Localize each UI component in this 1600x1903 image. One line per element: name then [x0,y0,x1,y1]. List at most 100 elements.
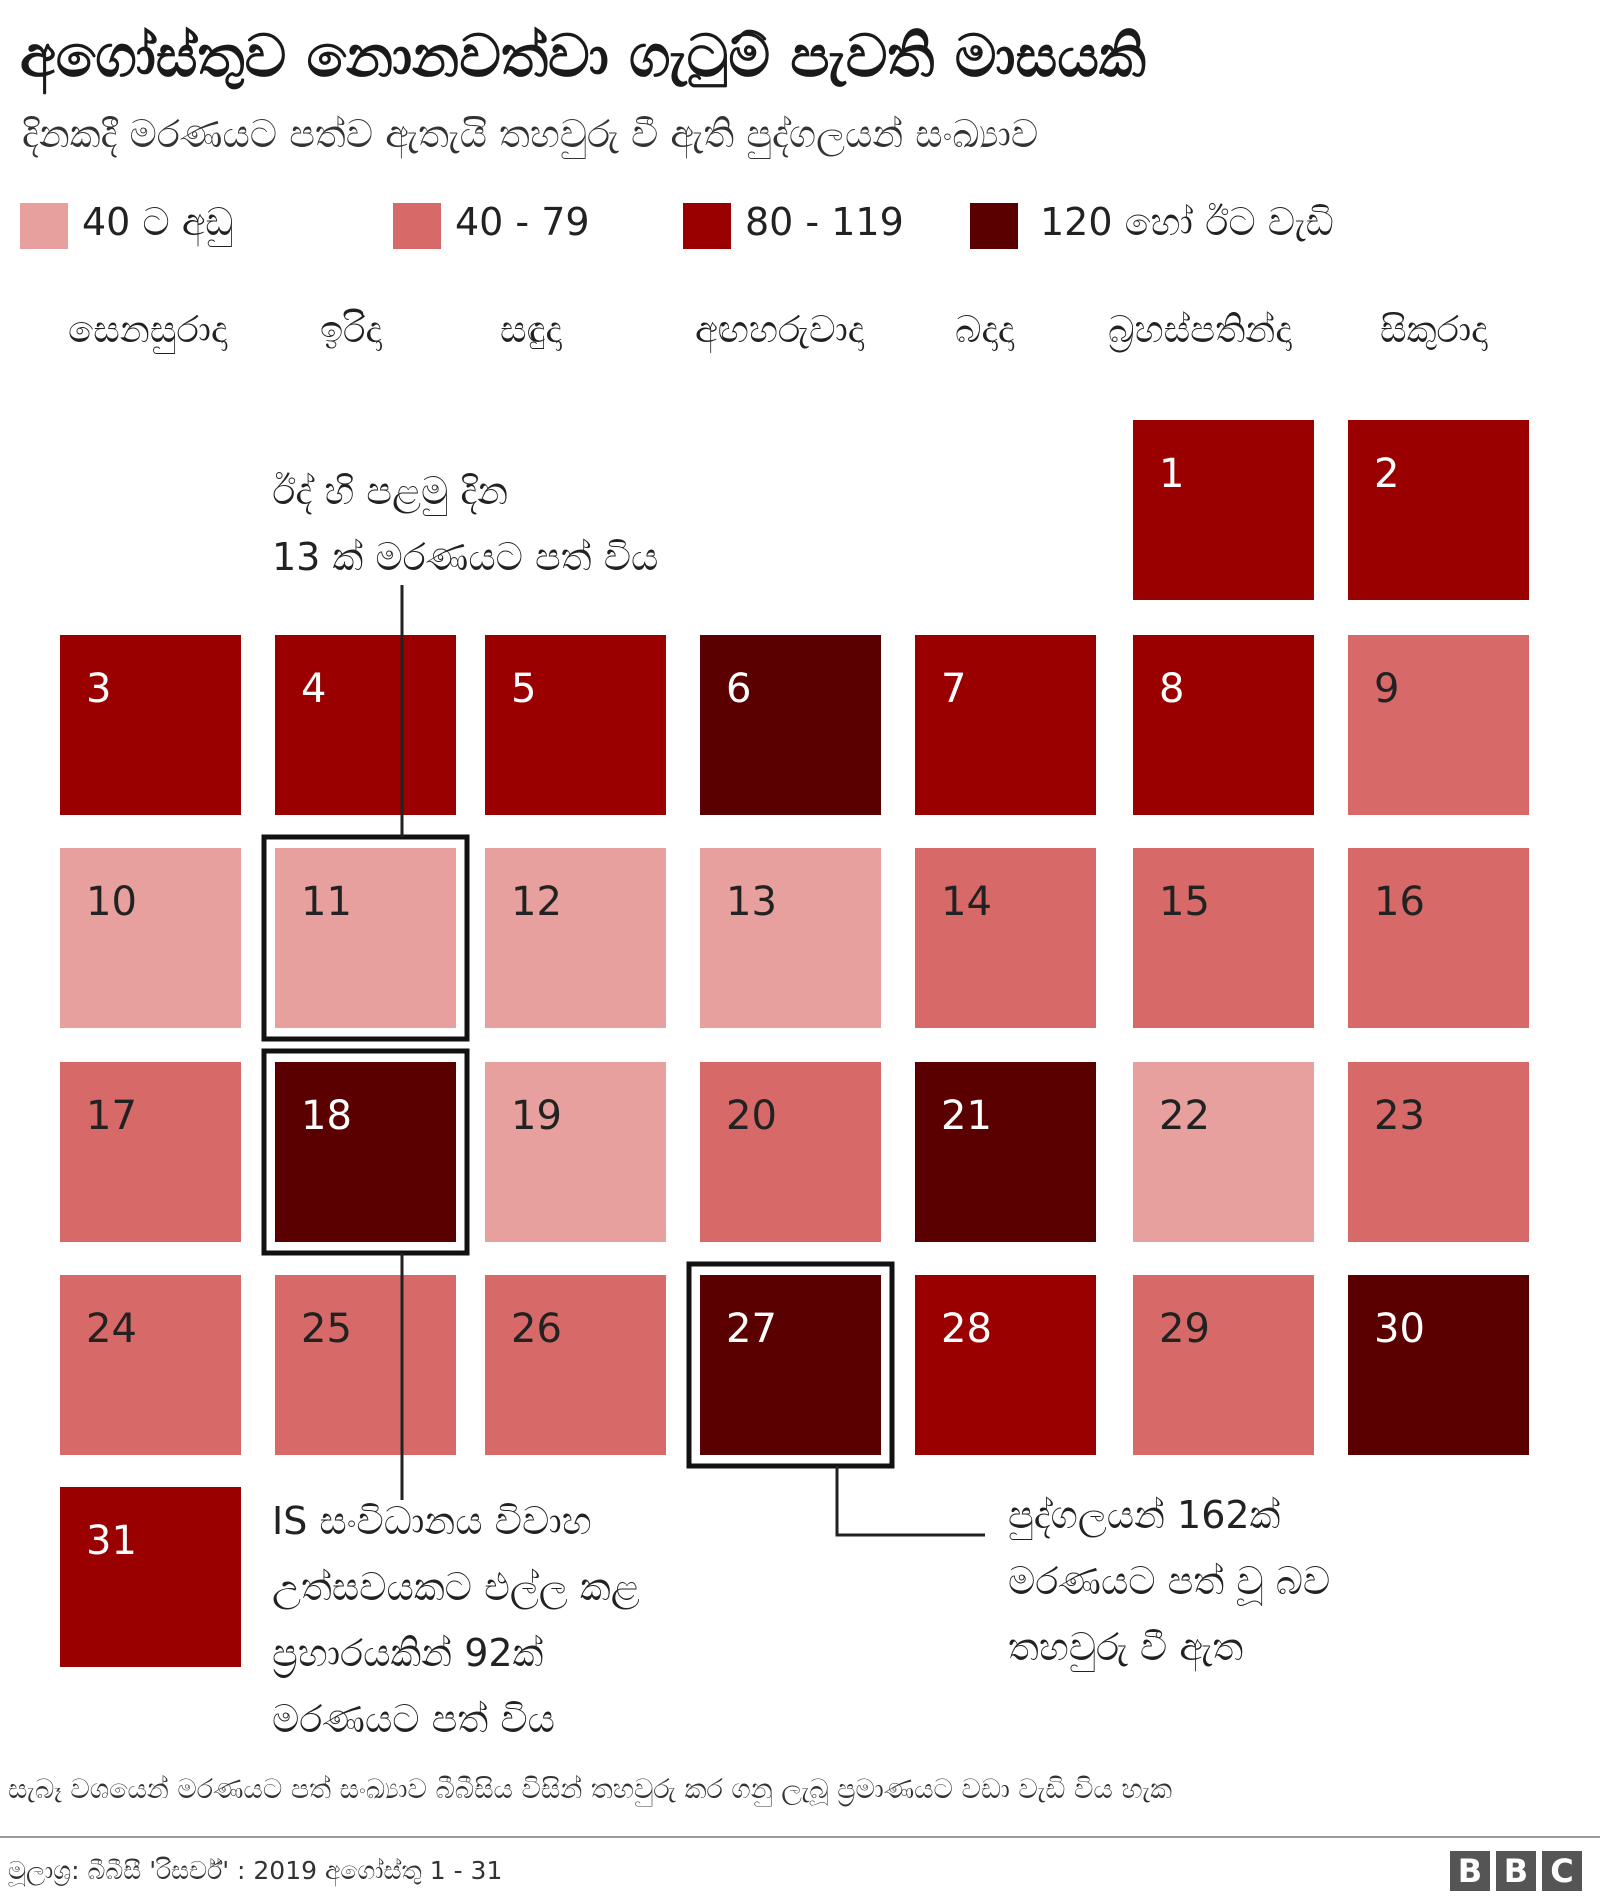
day-label-1: 1 [1159,451,1184,497]
day-cell-26 [485,1275,666,1455]
day-label-15: 15 [1159,879,1210,925]
day-cell-15 [1133,848,1314,1028]
highlight-inner-day-27 [694,1269,887,1461]
day-cell-24 [60,1275,241,1455]
day-cell-23 [1348,1062,1529,1242]
annotation-day-18-line-3: ප්‍රහාරයකින් 92ක් [272,1631,544,1675]
day-label-6: 6 [726,666,751,712]
day-cell-10 [60,848,241,1028]
day-cell-30 [1348,1275,1529,1455]
day-cell-5 [485,635,666,815]
day-label-5: 5 [511,666,536,712]
day-label-28: 28 [941,1306,992,1352]
day-cell-27 [700,1275,881,1455]
day-cell-9 [1348,635,1529,815]
legend-swatch-120-plus [970,203,1018,249]
legend-label-40-79: 40 - 79 [455,200,590,244]
day-cell-31 [60,1487,241,1667]
bbc-logo-letter-2: B [1496,1851,1536,1891]
day-cell-14 [915,848,1096,1028]
annotation-day-18-line-4: මරණයට පත් විය [272,1697,555,1741]
leader-line-day-27 [835,1466,985,1537]
day-label-10: 10 [86,879,137,925]
day-label-18: 18 [301,1093,352,1139]
day-cell-8 [1133,635,1314,815]
day-label-16: 16 [1374,879,1425,925]
day-cell-25 [275,1275,456,1455]
weekday-wednesday: බදාදා [955,308,1015,351]
day-label-17: 17 [86,1093,137,1139]
weekday-tuesday: අඟහරුවාදා [695,308,865,351]
day-cell-3 [60,635,241,815]
day-label-24: 24 [86,1306,137,1352]
annotation-day-18-line-1: IS සංවිධානය විවාහ [272,1499,592,1543]
day-cell-21 [915,1062,1096,1242]
highlight-inner-day-18 [269,1056,462,1248]
day-cell-17 [60,1062,241,1242]
legend-label-80-119: 80 - 119 [745,200,904,244]
highlight-frame-day-18 [261,1048,470,1256]
day-label-19: 19 [511,1093,562,1139]
day-label-22: 22 [1159,1093,1210,1139]
source-note: මූලාශ්‍ර: බීබීසී 'රිසර්ච්' : 2019 අගෝස්ත… [8,1856,503,1885]
day-label-12: 12 [511,879,562,925]
day-label-3: 3 [86,666,111,712]
day-cell-4 [275,635,456,815]
day-label-25: 25 [301,1306,352,1352]
day-label-13: 13 [726,879,777,925]
day-label-26: 26 [511,1306,562,1352]
weekday-monday: සඳුදා [500,308,562,351]
weekday-thursday: බ්‍රහස්පතින්දා [1108,308,1292,351]
legend-swatch-under-40 [20,203,68,249]
annotation-day-18-line-2: උත්සවයකට එල්ල කළ [272,1565,640,1609]
day-cell-7 [915,635,1096,815]
bbc-logo-letter-3: C [1542,1851,1582,1891]
day-label-7: 7 [941,666,966,712]
day-label-11: 11 [301,879,352,925]
weekday-friday: සිකුරාදා [1380,308,1488,351]
day-label-27: 27 [726,1306,777,1352]
highlight-inner-day-11 [269,842,462,1034]
day-label-8: 8 [1159,666,1184,712]
day-label-9: 9 [1374,666,1399,712]
legend-swatch-80-119 [683,203,731,249]
day-cell-13 [700,848,881,1028]
footnote: සැබෑ වශයෙන් මරණයට පත් සංඛ්‍යාව බීබීසිය ව… [8,1774,1173,1805]
annotation-day-27-line-2: මරණයට පත් වූ බව [1008,1559,1331,1603]
chart-title: අගෝස්තුව නොනවත්වා ගැටුම් පැවති මාසයකි [20,22,1146,90]
legend: 40 ට අඩු 40 - 79 80 - 119 120 හෝ ඊට වැඩි [0,200,1600,260]
weekday-saturday: සෙනසුරාදා [68,308,228,351]
day-cell-6 [700,635,881,815]
day-cell-11 [275,848,456,1028]
day-cell-18 [275,1062,456,1242]
annotation-day-11-line-2: 13 ක් මරණයට පත් විය [272,535,659,579]
day-cell-22 [1133,1062,1314,1242]
day-label-30: 30 [1374,1306,1425,1352]
day-label-2: 2 [1374,451,1399,497]
legend-swatch-40-79 [393,203,441,249]
highlight-frame-day-11 [261,834,470,1042]
day-cell-12 [485,848,666,1028]
day-label-29: 29 [1159,1306,1210,1352]
day-cell-1 [1133,420,1314,600]
day-cell-29 [1133,1275,1314,1455]
day-label-23: 23 [1374,1093,1425,1139]
bbc-logo-letter-1: B [1450,1851,1490,1891]
highlight-frame-day-27 [686,1261,895,1469]
day-cell-16 [1348,848,1529,1028]
day-cell-28 [915,1275,1096,1455]
annotation-day-27-line-3: තහවුරු වී ඇත [1008,1625,1244,1669]
footer-divider [0,1836,1600,1838]
day-label-21: 21 [941,1093,992,1139]
day-cell-20 [700,1062,881,1242]
day-label-4: 4 [301,666,326,712]
day-cell-19 [485,1062,666,1242]
bbc-logo: B B C [1450,1851,1582,1891]
day-label-14: 14 [941,879,992,925]
day-cell-2 [1348,420,1529,600]
legend-label-120-plus: 120 හෝ ඊට වැඩි [1040,200,1334,244]
annotation-day-11-line-1: ඊද් හි පළමු දින [272,469,509,513]
annotation-day-18: IS සංවිධානය විවාහ උත්සවයකට එල්ල කළ ප්‍රහ… [272,1488,640,1752]
legend-label-under-40: 40 ට අඩු [82,200,234,244]
